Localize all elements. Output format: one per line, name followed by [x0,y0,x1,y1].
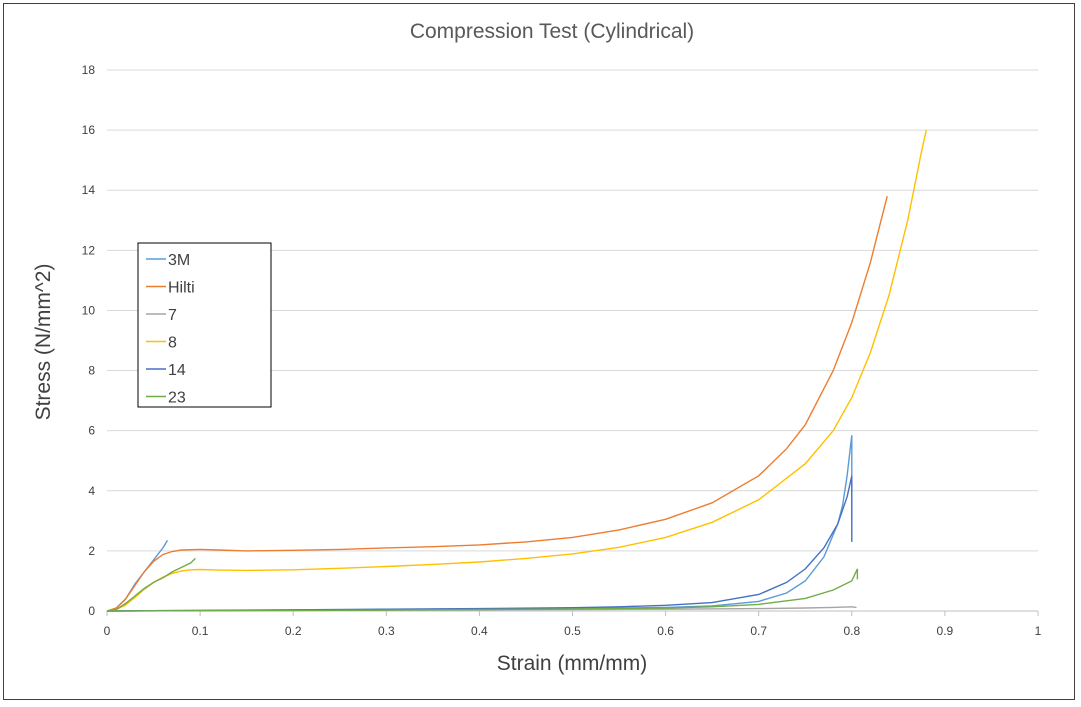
y-axis-title: Stress (N/mm^2) [32,264,55,421]
y-tick-label: 12 [82,243,96,257]
x-tick-label: 0.5 [564,624,581,638]
legend-label: Hilti [168,280,195,297]
y-tick-label: 18 [82,63,96,77]
x-tick-label: 0 [104,624,111,638]
series-lines [106,129,927,612]
y-tick-label: 10 [82,303,96,317]
chart-title: Compression Test (Cylindrical) [410,20,694,43]
legend: 3M Hilti 7 8 14 23 [137,242,272,408]
series-line-23 [106,568,859,612]
y-tick-label: 16 [82,123,96,137]
x-tick-label: 0.2 [285,624,302,638]
y-tick-label: 8 [88,364,95,378]
y-tick-label: 14 [82,183,96,197]
legend-label: 3M [168,252,190,269]
x-tick-label: 0.7 [750,624,767,638]
x-tick-label: 0.9 [937,624,954,638]
x-tick-label: 0.6 [657,624,674,638]
legend-label: 8 [168,335,177,352]
x-tick-label: 0.8 [843,624,860,638]
x-tick-label: 0.4 [471,624,488,638]
legend-label: 14 [168,362,186,379]
legend-label: 23 [168,390,186,407]
y-tick-label: 6 [88,424,95,438]
series-line-hilti [106,196,888,612]
legend-box [137,242,272,408]
y-tick-label: 2 [88,544,95,558]
legend-label: 7 [168,307,177,324]
y-tick-label: 0 [88,604,95,618]
x-axis-title: Strain (mm/mm) [497,652,648,675]
x-tick-label: 1 [1035,624,1042,638]
series-line-3m [106,435,853,612]
x-tick-label: 0.1 [192,624,209,638]
series-line-14 [106,475,853,612]
series-line-23 [106,557,196,612]
y-tick-label: 4 [88,484,95,498]
x-tick-label: 0.3 [378,624,395,638]
